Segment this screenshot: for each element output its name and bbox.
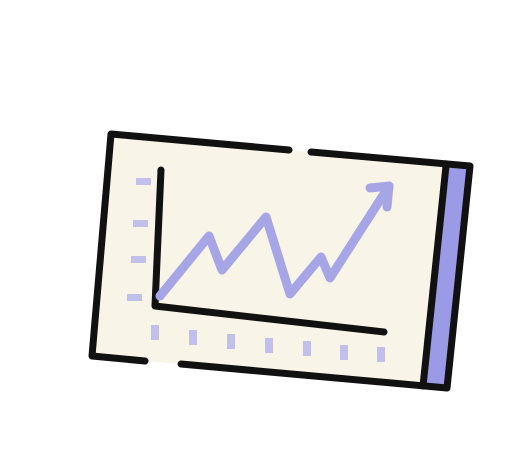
chart-board (88, 130, 474, 392)
side-panel (423, 166, 470, 388)
trend-line (155, 181, 394, 301)
board-outline (88, 130, 474, 392)
x-axis-ticks (151, 325, 385, 362)
y-axis-ticks (127, 178, 151, 301)
trend-arrow-head (365, 181, 394, 212)
chart-axes (151, 166, 388, 336)
